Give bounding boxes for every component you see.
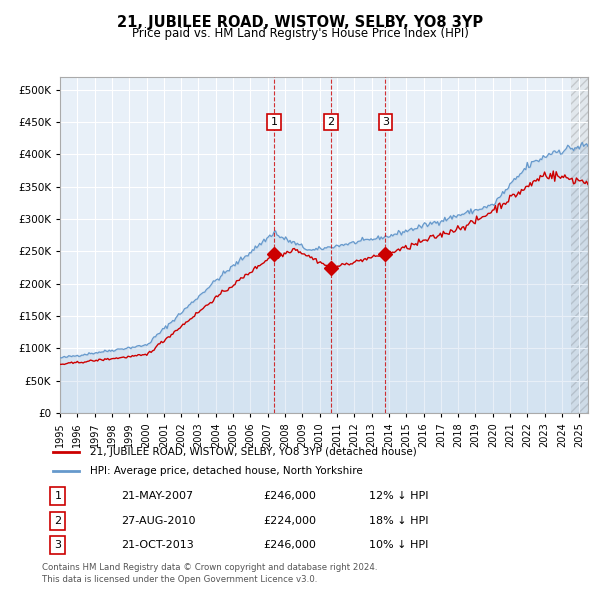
Text: 12% ↓ HPI: 12% ↓ HPI xyxy=(370,491,429,501)
Text: 3: 3 xyxy=(55,540,61,550)
Text: Price paid vs. HM Land Registry's House Price Index (HPI): Price paid vs. HM Land Registry's House … xyxy=(131,27,469,40)
Text: £246,000: £246,000 xyxy=(264,540,317,550)
Text: £246,000: £246,000 xyxy=(264,491,317,501)
Text: 21, JUBILEE ROAD, WISTOW, SELBY, YO8 3YP (detached house): 21, JUBILEE ROAD, WISTOW, SELBY, YO8 3YP… xyxy=(89,447,416,457)
Text: 2: 2 xyxy=(54,516,61,526)
Text: HPI: Average price, detached house, North Yorkshire: HPI: Average price, detached house, Nort… xyxy=(89,466,362,476)
Text: 1: 1 xyxy=(55,491,61,501)
Text: 21-OCT-2013: 21-OCT-2013 xyxy=(121,540,194,550)
Text: 10% ↓ HPI: 10% ↓ HPI xyxy=(370,540,429,550)
Text: Contains HM Land Registry data © Crown copyright and database right 2024.: Contains HM Land Registry data © Crown c… xyxy=(42,563,377,572)
Text: 21, JUBILEE ROAD, WISTOW, SELBY, YO8 3YP: 21, JUBILEE ROAD, WISTOW, SELBY, YO8 3YP xyxy=(117,15,483,30)
Text: 27-AUG-2010: 27-AUG-2010 xyxy=(121,516,196,526)
Text: 21-MAY-2007: 21-MAY-2007 xyxy=(121,491,193,501)
Text: 3: 3 xyxy=(382,117,389,127)
Text: 2: 2 xyxy=(328,117,334,127)
Text: 18% ↓ HPI: 18% ↓ HPI xyxy=(370,516,429,526)
Text: £224,000: £224,000 xyxy=(264,516,317,526)
Text: 1: 1 xyxy=(271,117,278,127)
Text: This data is licensed under the Open Government Licence v3.0.: This data is licensed under the Open Gov… xyxy=(42,575,317,584)
